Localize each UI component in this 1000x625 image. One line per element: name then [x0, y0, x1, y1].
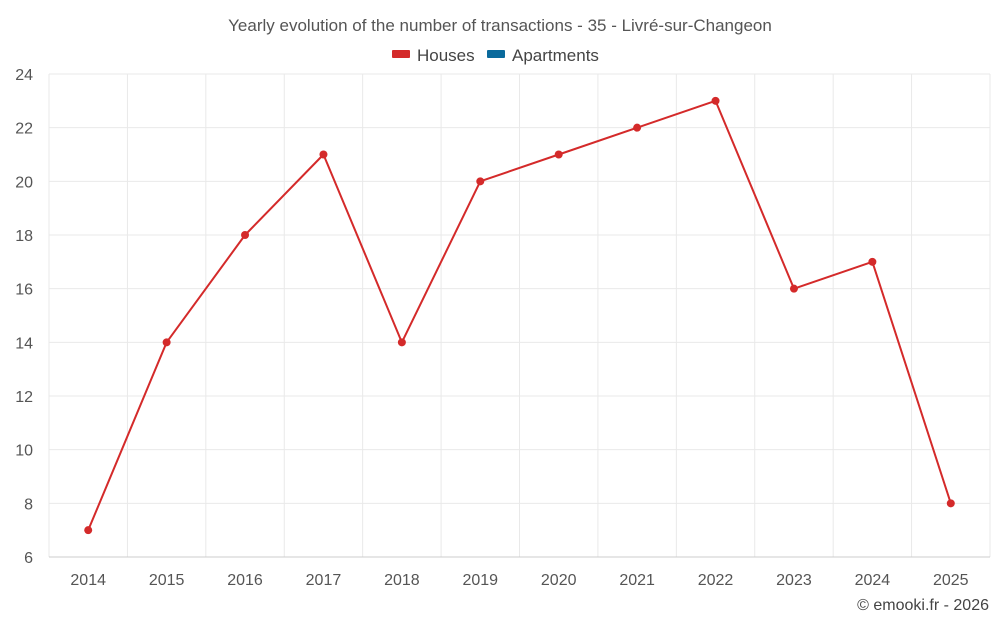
x-tick-label: 2020: [541, 572, 577, 589]
legend-swatch-apartments: [487, 50, 505, 58]
data-point-houses[interactable]: [868, 257, 877, 266]
credit-text: © emooki.fr - 2026: [857, 597, 989, 614]
x-tick-label: 2016: [227, 572, 263, 589]
x-tick-label: 2023: [776, 572, 812, 589]
data-point-houses[interactable]: [397, 338, 406, 347]
series-lines: [87, 99, 952, 531]
y-tick-label: 12: [15, 389, 33, 406]
data-point-houses[interactable]: [789, 284, 798, 293]
x-gridlines: [48, 74, 991, 557]
legend: Houses Apartments: [392, 46, 599, 65]
y-axis-labels: 6 8 10 12 14 16 18 20 22 24: [15, 67, 33, 567]
x-tick-label: 2024: [855, 572, 891, 589]
series-points: [84, 96, 955, 535]
series-line-houses: [87, 99, 952, 531]
x-tick-label: 2017: [306, 572, 342, 589]
y-tick-label: 24: [15, 67, 33, 84]
x-tick-label: 2014: [70, 572, 106, 589]
legend-label-apartments: Apartments: [512, 46, 599, 65]
data-point-houses[interactable]: [162, 338, 171, 347]
x-tick-label: 2019: [462, 572, 498, 589]
x-tick-label: 2025: [933, 572, 969, 589]
data-point-houses[interactable]: [84, 526, 93, 535]
x-tick-label: 2021: [619, 572, 655, 589]
data-point-houses[interactable]: [711, 96, 720, 105]
x-tick-label: 2022: [698, 572, 734, 589]
y-tick-label: 6: [24, 550, 33, 567]
data-point-houses[interactable]: [476, 177, 485, 186]
x-axis-labels: 2014 2015 2016 2017 2018 2019 2020 2021 2022 2023…: [70, 572, 968, 589]
x-tick-label: 2015: [149, 572, 185, 589]
data-point-houses[interactable]: [633, 123, 642, 132]
legend-swatch-houses: [392, 50, 410, 58]
legend-item-houses[interactable]: Houses: [392, 46, 475, 65]
data-point-houses[interactable]: [554, 150, 563, 159]
x-tick-label: 2018: [384, 572, 420, 589]
y-tick-label: 22: [15, 121, 33, 138]
data-point-houses[interactable]: [241, 231, 250, 239]
y-tick-label: 20: [15, 174, 33, 191]
legend-item-apartments[interactable]: Apartments: [487, 46, 599, 65]
data-point-houses[interactable]: [319, 150, 328, 159]
chart-title: Yearly evolution of the number of transa…: [228, 16, 772, 35]
y-tick-label: 10: [15, 443, 33, 460]
legend-label-houses: Houses: [417, 46, 475, 65]
y-tick-label: 18: [15, 228, 33, 245]
data-point-houses[interactable]: [946, 499, 955, 508]
y-tick-label: 8: [24, 496, 33, 513]
y-tick-label: 14: [15, 335, 33, 352]
y-tick-label: 16: [15, 282, 33, 299]
